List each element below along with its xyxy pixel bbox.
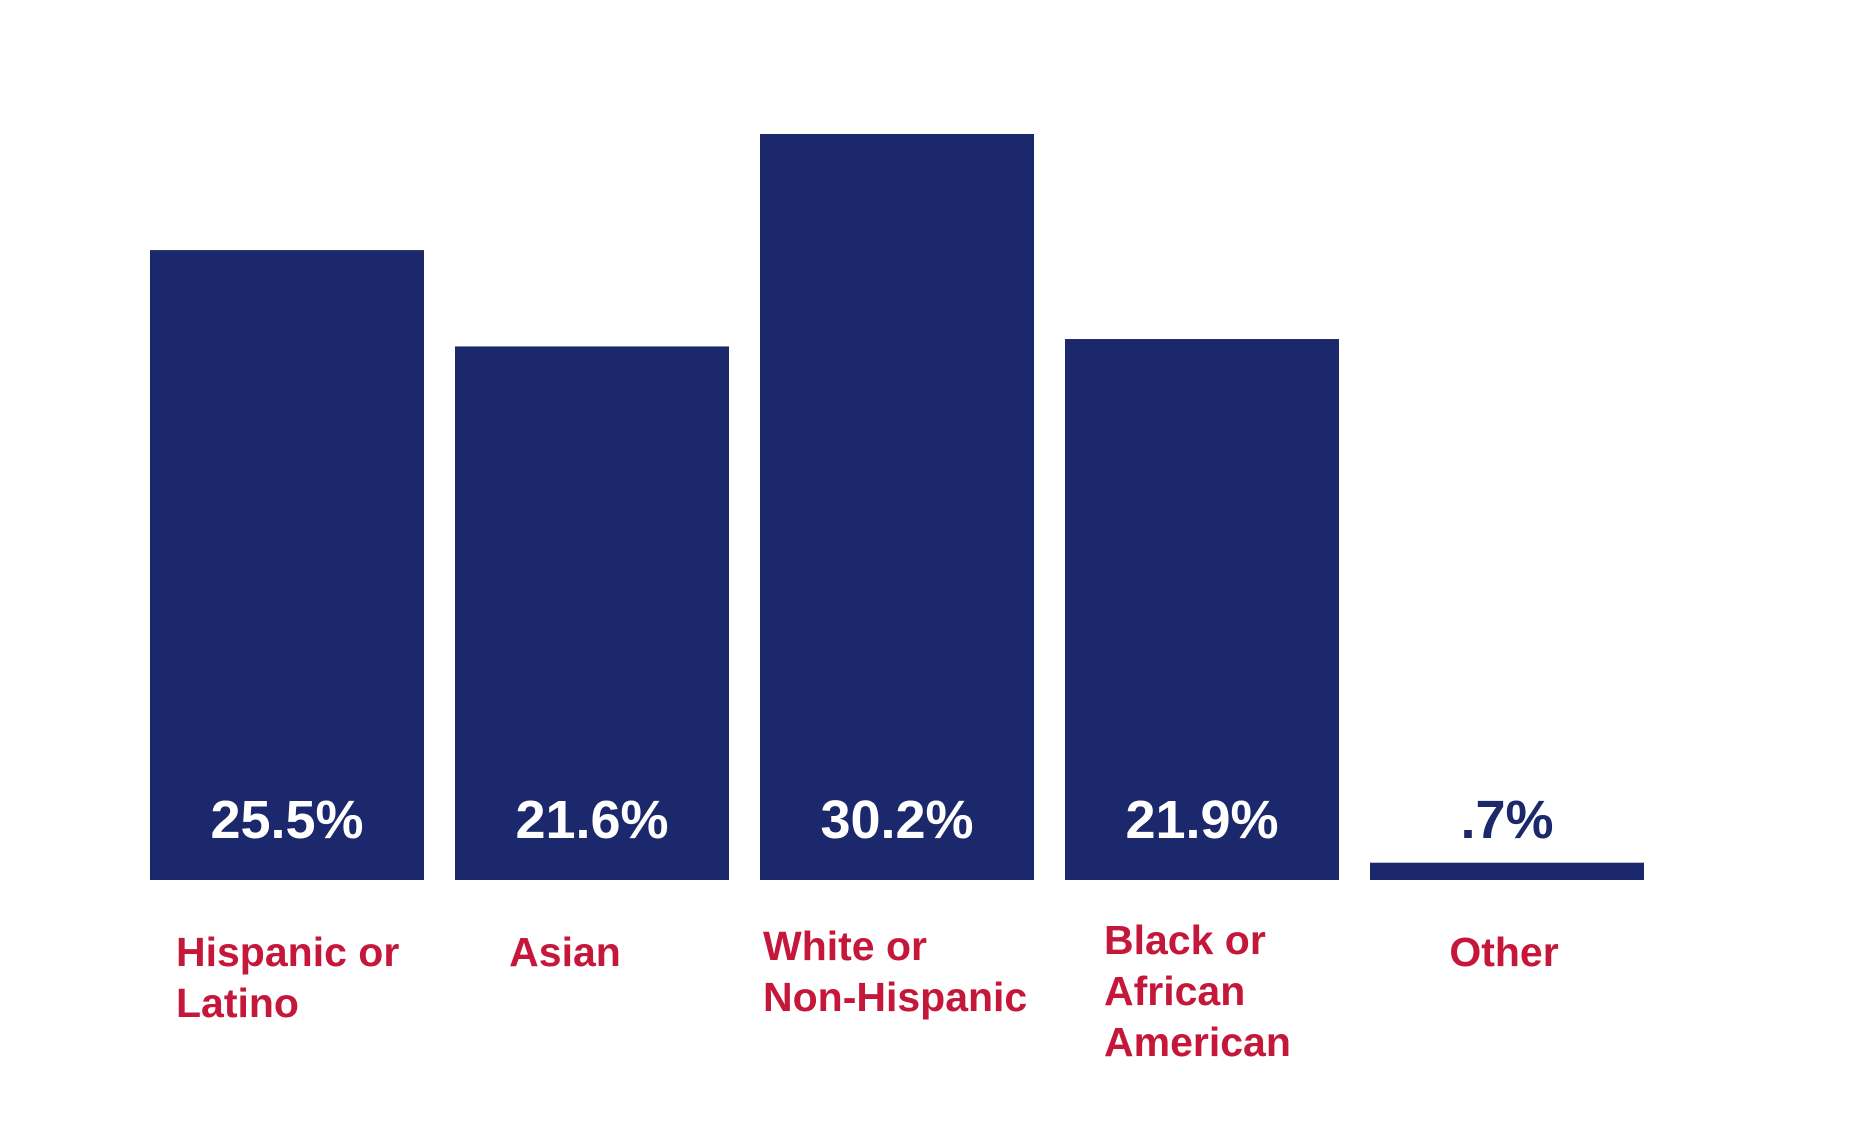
category-label-line: Latino <box>176 980 299 1026</box>
bar-2 <box>760 134 1034 880</box>
category-label-line: Other <box>1449 929 1558 975</box>
bar-3 <box>1065 339 1339 880</box>
category-label-line: Asian <box>509 929 621 975</box>
category-label-line: Black or <box>1104 917 1266 963</box>
value-label-1: 21.6% <box>515 790 668 850</box>
value-label-4: .7% <box>1460 790 1553 850</box>
category-label-1: Asian <box>509 929 621 975</box>
category-label-line: Non-Hispanic <box>763 974 1027 1020</box>
category-label-3: Black or African American <box>1104 917 1291 1065</box>
value-label-3: 21.9% <box>1125 790 1278 850</box>
bar-4 <box>1370 862 1644 880</box>
category-label-4: Other <box>1449 929 1558 975</box>
value-label-2: 30.2% <box>820 790 973 850</box>
bar-0 <box>150 250 424 880</box>
bar-1 <box>455 346 729 880</box>
category-label-0: Hispanic or Latino <box>176 929 399 1026</box>
category-label-line: Hispanic or <box>176 929 399 975</box>
category-label-2: White or Non-Hispanic <box>763 923 1027 1020</box>
category-label-line: African <box>1104 968 1245 1014</box>
category-label-line: American <box>1104 1019 1291 1065</box>
category-label-line: White or <box>763 923 927 969</box>
value-label-0: 25.5% <box>210 790 363 850</box>
